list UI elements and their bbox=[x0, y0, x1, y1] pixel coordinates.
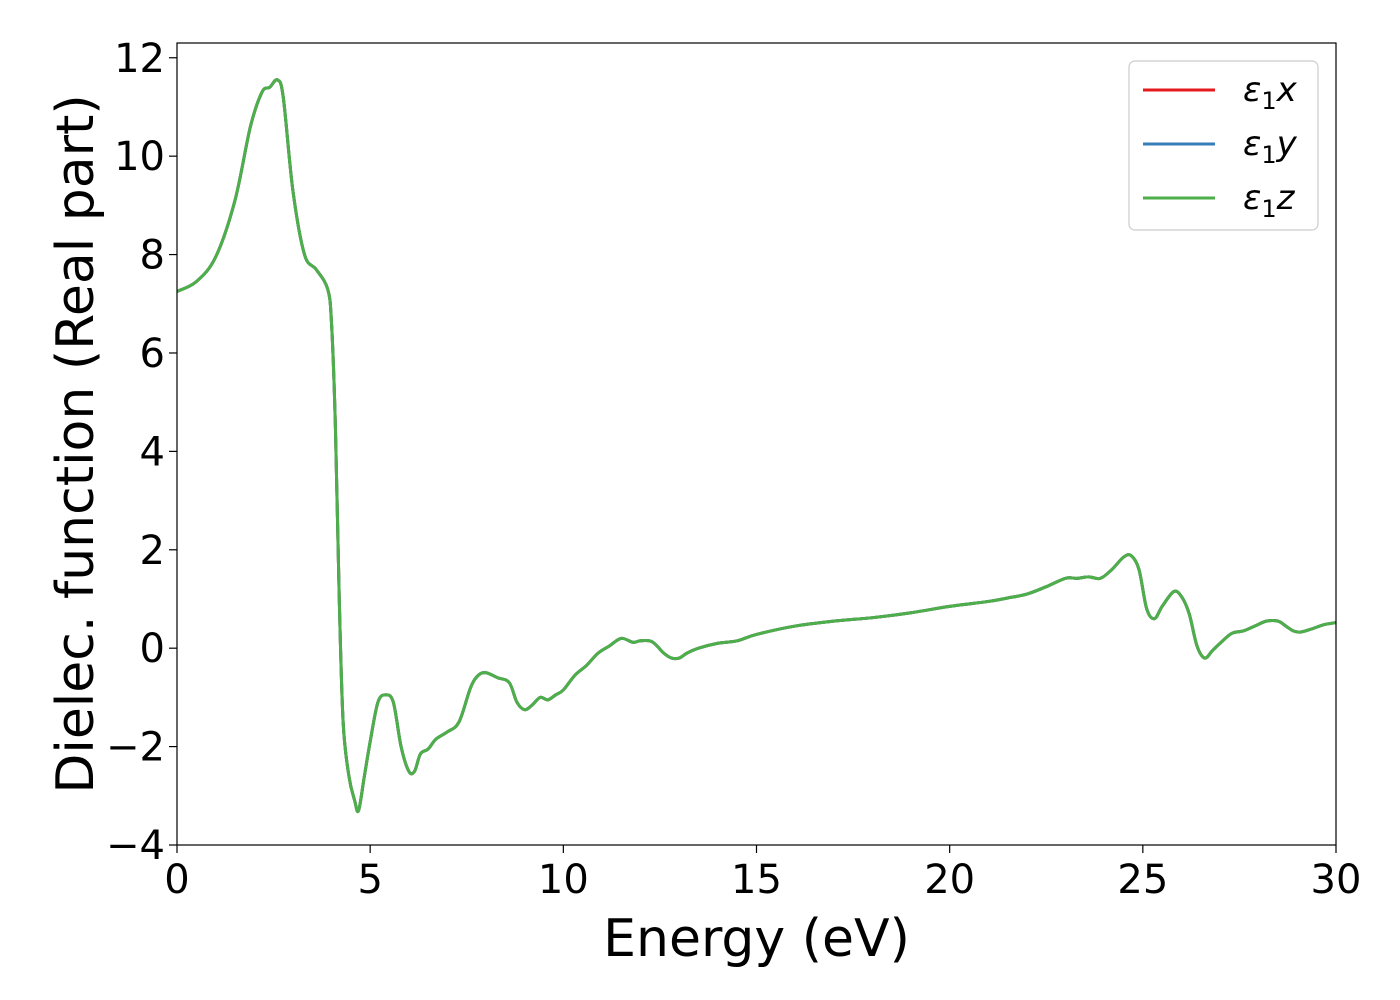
x-tick-label: 15 bbox=[731, 857, 782, 903]
y-tick-label: −4 bbox=[106, 823, 165, 869]
y-tick-label: 2 bbox=[140, 528, 165, 574]
x-tick-label: 30 bbox=[1311, 857, 1362, 903]
series-layer bbox=[177, 78, 1336, 814]
legend-subscript: 1 bbox=[1261, 195, 1276, 223]
legend-label-y: ε1y bbox=[1243, 124, 1298, 169]
x-tick-label: 25 bbox=[1117, 857, 1168, 903]
y-tick-label: 6 bbox=[140, 331, 165, 377]
y-tick-label: 4 bbox=[140, 429, 165, 475]
legend-variable: y bbox=[1276, 124, 1298, 164]
legend-label-x: ε1x bbox=[1243, 70, 1298, 115]
legend-subscript: 1 bbox=[1261, 141, 1276, 169]
series-line-z bbox=[177, 78, 1336, 814]
y-tick-label: 10 bbox=[114, 134, 165, 180]
x-tick-label: 5 bbox=[357, 857, 382, 903]
y-axis: −4 −2 0 2 4 6 8 10 12 bbox=[106, 36, 177, 869]
legend-symbol: ε bbox=[1243, 124, 1261, 164]
legend-box bbox=[1128, 60, 1319, 231]
legend-symbol: ε bbox=[1243, 70, 1261, 110]
y-tick-label: −2 bbox=[106, 725, 165, 771]
legend-variable: z bbox=[1276, 178, 1296, 218]
x-tick-label: 20 bbox=[924, 857, 975, 903]
y-tick-label: 8 bbox=[140, 233, 165, 279]
x-axis-label: Energy (eV) bbox=[603, 909, 910, 969]
legend-variable: x bbox=[1276, 70, 1298, 110]
legend-label-z: ε1z bbox=[1243, 178, 1296, 223]
x-tick-label: 10 bbox=[538, 857, 589, 903]
legend-symbol: ε bbox=[1243, 178, 1261, 218]
y-tick-label: 0 bbox=[140, 626, 165, 672]
y-tick-label: 12 bbox=[114, 36, 165, 82]
legend-subscript: 1 bbox=[1261, 87, 1276, 115]
x-axis: 0 5 10 15 20 25 30 bbox=[164, 845, 1361, 903]
x-tick-label: 0 bbox=[164, 857, 189, 903]
y-axis-label: Dielec. function (Real part) bbox=[46, 94, 106, 793]
